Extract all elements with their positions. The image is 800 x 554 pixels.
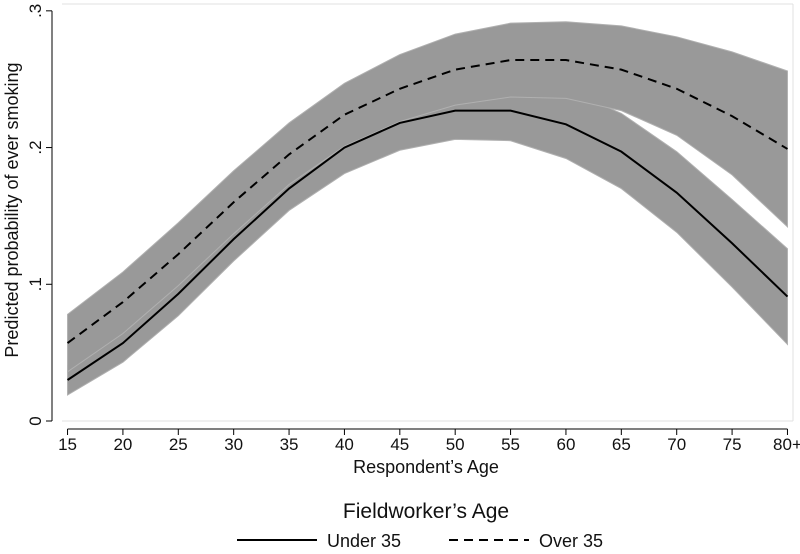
- x-tick-label: 35: [280, 435, 299, 454]
- x-tick-label: 80+: [773, 435, 800, 454]
- legend: Fieldworker’s Age Under 35 Over 35: [237, 500, 603, 551]
- y-axis-label: Predicted probability of ever smoking: [2, 62, 22, 357]
- series-line-over-35: [66, 59, 788, 344]
- x-tick-label: 45: [390, 435, 409, 454]
- y-tick-label: .1: [26, 277, 45, 291]
- x-tick-label: 20: [113, 435, 132, 454]
- x-tick-label: 50: [446, 435, 465, 454]
- legend-title: Fieldworker’s Age: [343, 500, 509, 523]
- x-tick-label: 70: [667, 435, 686, 454]
- x-tick-label: 15: [58, 435, 77, 454]
- series-line-under-35: [66, 109, 789, 381]
- confidence-bands: [67, 21, 788, 396]
- confidence-band-over-35: [67, 21, 788, 373]
- legend-label-over-35: Over 35: [539, 531, 603, 549]
- x-axis-label: Respondent’s Age: [353, 457, 499, 477]
- x-tick-label: 25: [169, 435, 188, 454]
- y-tick-label: .2: [26, 140, 45, 154]
- x-tick-label: 60: [556, 435, 575, 454]
- x-tick-label: 65: [612, 435, 631, 454]
- y-ticks: 0 .1 .2 .3: [26, 4, 52, 426]
- y-tick-label: .3: [26, 4, 45, 18]
- series-lines: [66, 59, 789, 381]
- x-tick-label: 55: [501, 435, 520, 454]
- x-tick-label: 75: [723, 435, 742, 454]
- x-tick-label: 30: [224, 435, 243, 454]
- x-ticks: 15 20 25 30 35 40 45 50 55 60 65 70 75 80+: [58, 429, 800, 454]
- legend-label-under-35: Under 35: [327, 531, 401, 549]
- axes: 0 .1 .2 .3 15 20 25 30 35 40 45 50 55 60 65 70 75 80+: [26, 3, 800, 454]
- x-tick-label: 40: [335, 435, 354, 454]
- y-tick-label: 0: [26, 416, 45, 425]
